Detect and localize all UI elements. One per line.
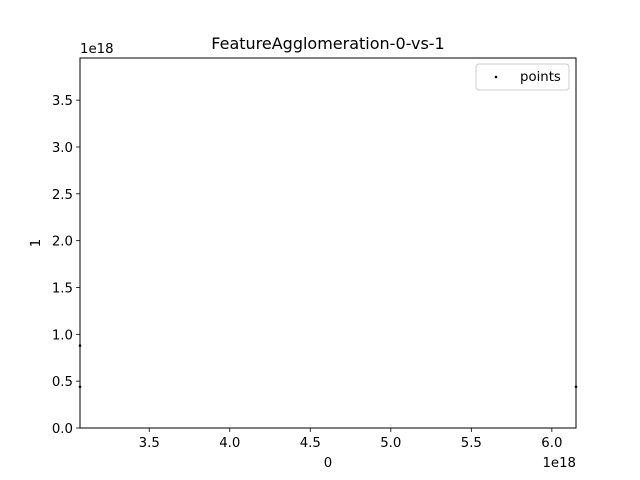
x-tick-label: 3.5 xyxy=(139,436,160,451)
points-layer xyxy=(78,344,578,389)
x-axis: 3.5 4.0 4.5 5.0 5.5 6.0 xyxy=(139,428,562,451)
y-tick-label: 3.0 xyxy=(52,141,73,156)
plot-frame xyxy=(79,57,577,429)
y-tick-label: 1.5 xyxy=(52,281,73,296)
x-tick-label: 5.5 xyxy=(461,436,482,451)
x-offset-label: 1e18 xyxy=(542,456,576,471)
x-tick-label: 5.0 xyxy=(380,436,401,451)
x-tick-label: 4.0 xyxy=(219,436,240,451)
plot-area xyxy=(79,57,577,429)
x-axis-label: 0 xyxy=(324,456,332,471)
y-axis-label: 1 xyxy=(29,239,44,247)
legend-box xyxy=(475,63,570,91)
chart-title: FeatureAgglomeration-0-vs-1 xyxy=(211,34,444,53)
legend: points xyxy=(475,63,570,91)
y-tick-label: 3.5 xyxy=(52,94,73,109)
y-tick-label: 0.0 xyxy=(52,422,73,437)
x-tick-label: 4.5 xyxy=(300,436,321,451)
data-point xyxy=(78,385,82,389)
y-offset-label: 1e18 xyxy=(80,42,114,57)
x-tick-label: 6.0 xyxy=(541,436,562,451)
y-axis: 0.0 0.5 1.0 1.5 2.0 2.5 3.0 3.5 xyxy=(52,94,80,437)
legend-label-points: points xyxy=(520,70,561,85)
y-tick-label: 2.5 xyxy=(52,188,73,203)
y-tick-label: 1.0 xyxy=(52,328,73,343)
y-tick-label: 0.5 xyxy=(52,375,73,390)
y-tick-label: 2.0 xyxy=(52,235,73,250)
data-point xyxy=(78,344,82,347)
legend-marker xyxy=(494,75,498,79)
data-point xyxy=(574,385,578,389)
